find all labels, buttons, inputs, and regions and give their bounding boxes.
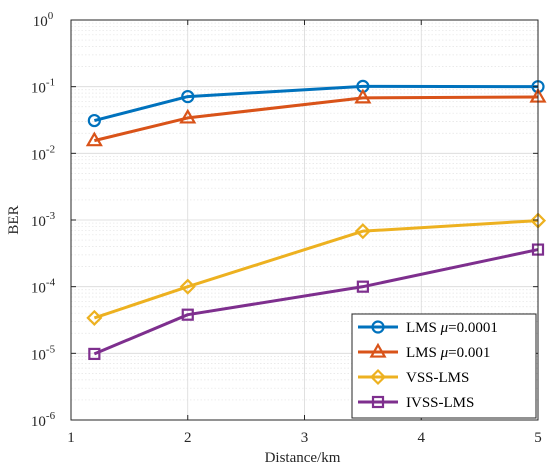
data-point <box>87 113 101 128</box>
legend: LMS μ=0.0001 LMS μ=0.001 VSS-LMS IVSS-LMS <box>351 313 537 419</box>
data-point <box>354 223 371 240</box>
series-2 <box>85 87 547 147</box>
data-point <box>88 347 101 361</box>
series-1 <box>87 79 545 128</box>
y-tick-label: 10-3 <box>31 210 56 230</box>
series-line <box>93 84 539 123</box>
series-line <box>93 95 539 143</box>
series-line <box>93 219 539 320</box>
x-tick-label: 5 <box>534 430 542 446</box>
data-point <box>356 280 369 293</box>
data-point <box>354 88 372 104</box>
axes: 1 2 3 4 5 10-6 10-5 10-4 10-3 10-2 10-1 100 Distance… <box>6 10 542 466</box>
legend-label: VSS-LMS <box>406 370 469 386</box>
y-tick-label: 10-4 <box>31 277 56 297</box>
x-tick-label: 1 <box>67 430 75 446</box>
y-axis-title: BER <box>6 205 22 234</box>
legend-entry-2: LMS μ=0.001 <box>358 342 490 361</box>
legend-label: LMS μ=0.0001 <box>406 320 498 336</box>
data-point <box>179 108 197 124</box>
data-point <box>85 131 103 147</box>
x-tick-label: 2 <box>184 430 192 446</box>
legend-swatch-marker <box>369 368 387 386</box>
x-tick-label: 3 <box>301 430 309 446</box>
series-4 <box>88 243 545 361</box>
legend-swatch-marker <box>369 342 387 358</box>
y-tick-label: 10-6 <box>31 410 56 430</box>
series-layer <box>85 79 547 361</box>
legend-swatch-marker <box>371 320 385 334</box>
legend-label: IVSS-LMS <box>406 395 474 411</box>
y-tick-label: 10-5 <box>31 343 56 363</box>
x-axis-title: Distance/km <box>265 450 341 466</box>
legend-entry-4: IVSS-LMS <box>358 395 474 411</box>
y-tick-label: 10-1 <box>31 77 55 97</box>
legend-entry-3: VSS-LMS <box>358 368 469 386</box>
x-tick-label: 4 <box>418 430 426 446</box>
y-tick-label: 10-2 <box>31 143 55 163</box>
data-point <box>181 89 195 104</box>
data-point <box>181 308 194 321</box>
data-point <box>86 309 103 326</box>
legend-label: LMS μ=0.001 <box>406 345 490 361</box>
series-line <box>93 248 539 356</box>
y-tick-label: 100 <box>33 10 54 30</box>
data-point <box>179 278 196 295</box>
legend-entry-1: LMS μ=0.0001 <box>358 320 498 336</box>
legend-swatch-marker <box>371 395 385 409</box>
